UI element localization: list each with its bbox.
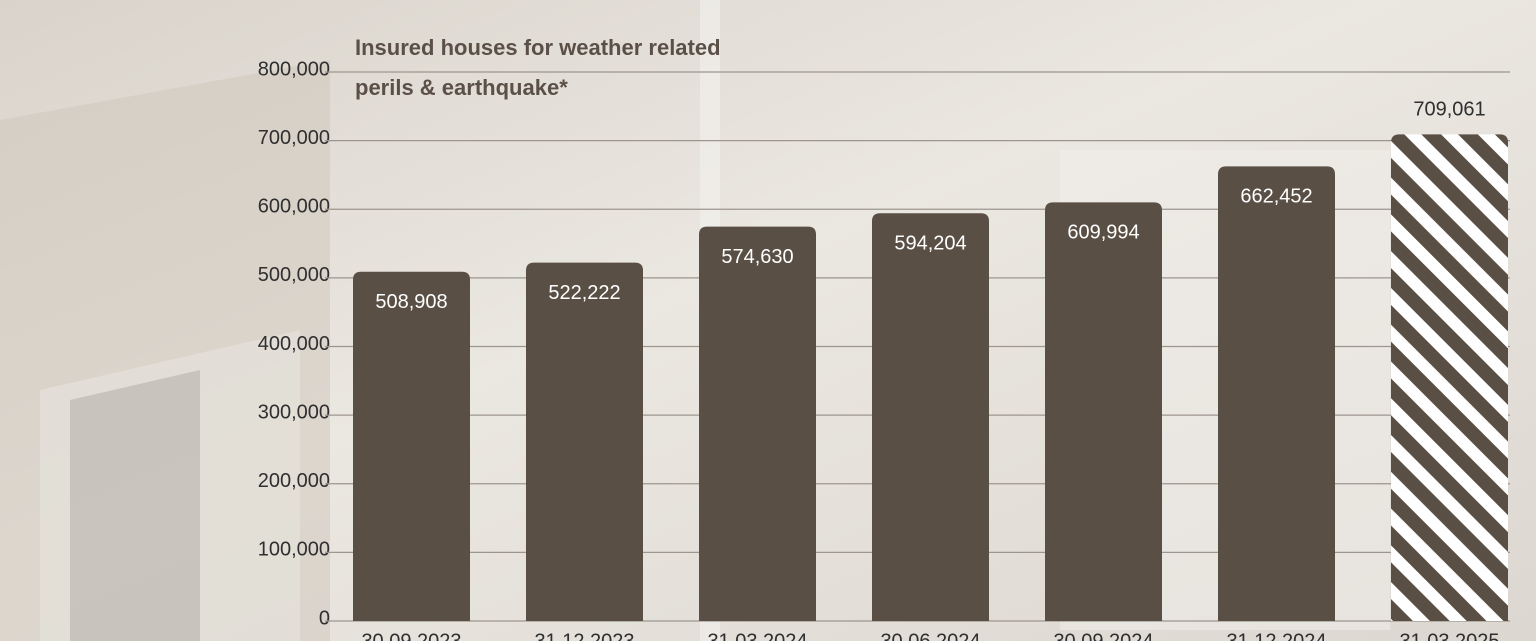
value-label: 709,061 <box>1413 99 1485 121</box>
chart: 0 100,000 200,000 300,000 400,000 500,000 600,… <box>0 0 1536 641</box>
chart-title: Insured houses for weather related peril… <box>355 28 755 108</box>
y-tick-label: 700,000 <box>258 127 330 149</box>
x-tick-label: 31.12.2024 <box>1226 630 1326 641</box>
value-label: 574,630 <box>721 246 793 268</box>
y-tick-label: 300,000 <box>258 401 330 423</box>
value-label: 662,452 <box>1240 186 1312 208</box>
y-tick-label: 500,000 <box>258 264 330 286</box>
y-tick-label: 200,000 <box>258 470 330 492</box>
value-label: 508,908 <box>375 291 447 313</box>
bar <box>872 213 989 621</box>
value-label: 594,204 <box>894 233 966 255</box>
bar <box>526 263 643 621</box>
y-tick-label: 600,000 <box>258 196 330 218</box>
x-tick-label: 31.03.2024 <box>707 630 807 641</box>
bar <box>699 227 816 621</box>
window-glass <box>70 370 200 641</box>
y-tick-label: 800,000 <box>258 58 330 80</box>
x-tick-label: 30.09.2024 <box>1053 630 1153 641</box>
bar <box>1218 166 1335 621</box>
value-label: 609,994 <box>1067 222 1139 244</box>
y-tick-label: 0 <box>319 607 330 629</box>
page: 0 100,000 200,000 300,000 400,000 500,000 600,… <box>0 0 1536 641</box>
x-tick-label: 31.03.2025 <box>1399 630 1499 641</box>
x-tick-label: 30.09.2023 <box>361 630 461 641</box>
value-label: 522,222 <box>548 282 620 304</box>
x-tick-label: 31.12.2023 <box>534 630 634 641</box>
bar <box>1045 202 1162 621</box>
y-tick-label: 400,000 <box>258 333 330 355</box>
bar <box>1391 134 1508 621</box>
y-tick-label: 100,000 <box>258 539 330 561</box>
x-tick-label: 30.06.2024 <box>880 630 980 641</box>
bar <box>353 272 470 621</box>
